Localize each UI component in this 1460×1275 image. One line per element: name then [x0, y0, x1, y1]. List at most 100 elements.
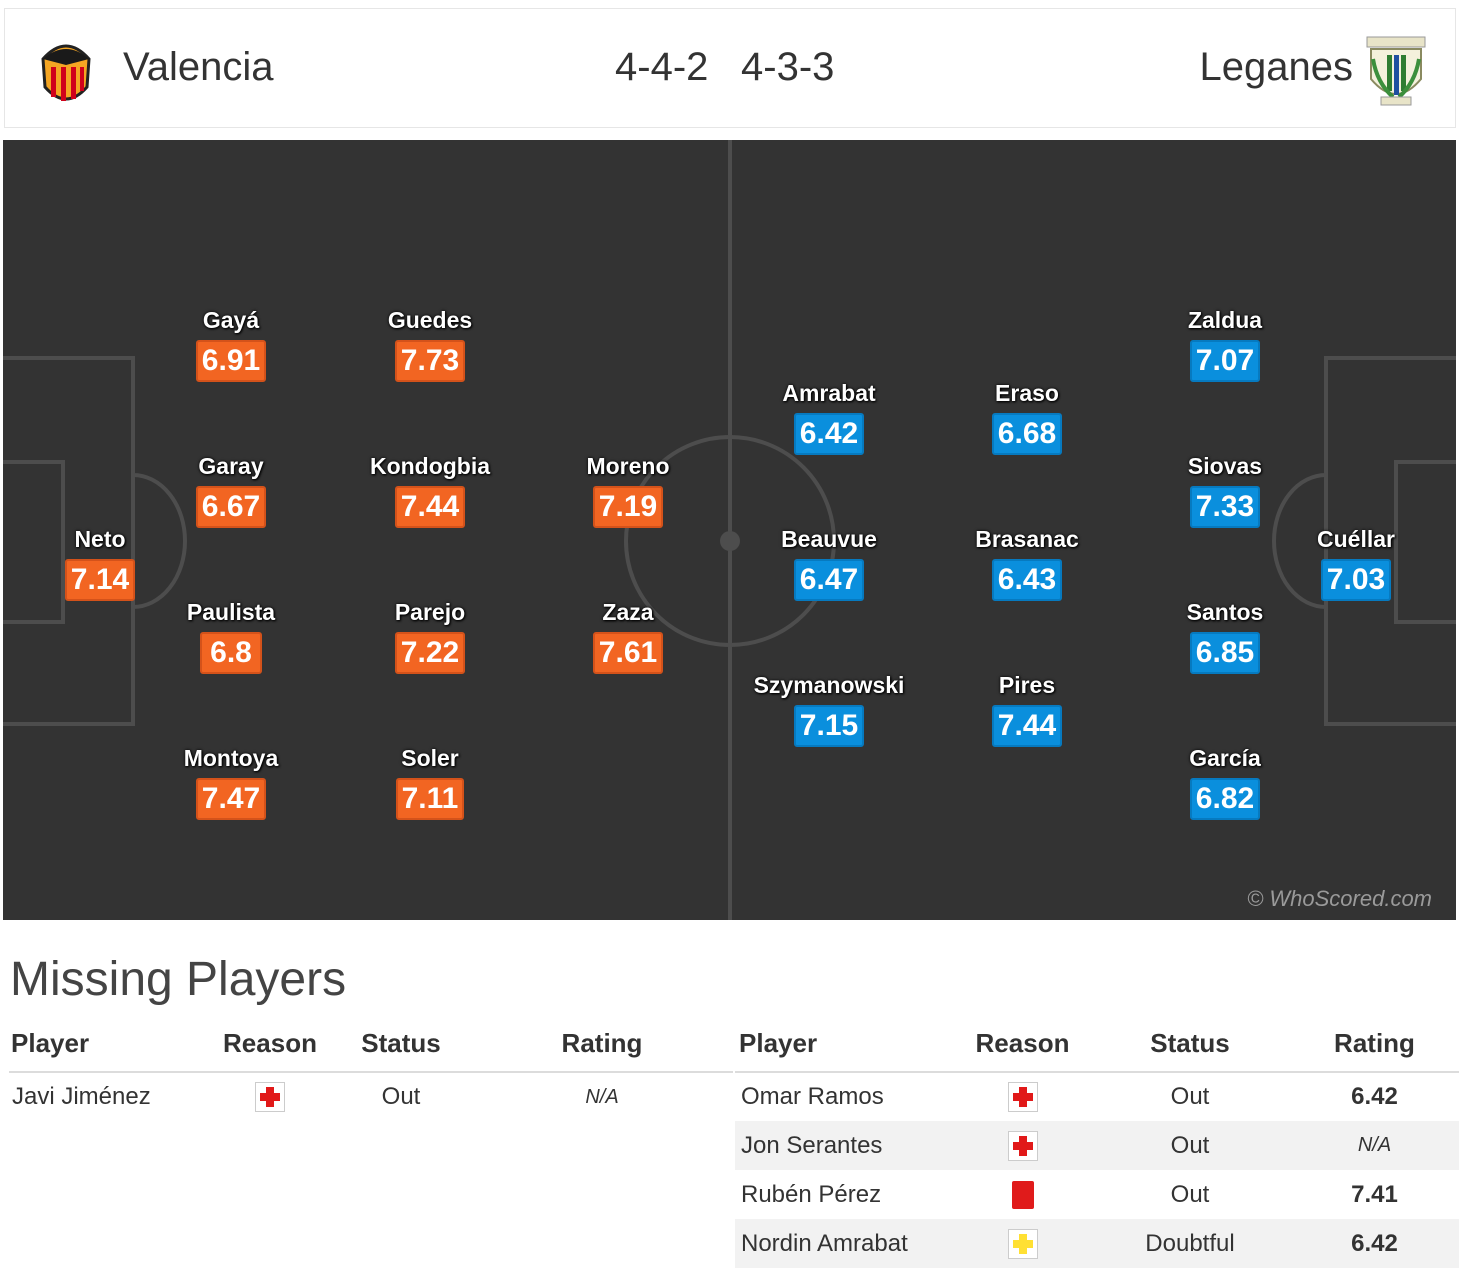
missing-player-name[interactable]: Javi Jiménez	[12, 1083, 151, 1110]
table-row: Nordin Amrabat Doubtful 6.42	[735, 1219, 1459, 1268]
status-cell: Out	[1090, 1121, 1290, 1170]
player-name: Zaza	[602, 599, 654, 625]
doubtful-icon	[1007, 1228, 1038, 1259]
status-cell: Out	[381, 1083, 421, 1110]
missing-players-title: Missing Players	[10, 953, 347, 1006]
away-player-brasanac[interactable]: Brasanac 6.43	[927, 526, 1127, 601]
pitch-lines	[3, 140, 1456, 920]
home-player-paulista[interactable]: Paulista 6.8	[131, 599, 331, 674]
home-player-neto[interactable]: Neto 7.14	[3, 526, 200, 601]
col-player[interactable]: Player	[9, 1024, 209, 1073]
home-player-gaya[interactable]: Gayá 6.91	[131, 307, 331, 382]
home-player-garay[interactable]: Garay 6.67	[131, 453, 331, 528]
table-row: Rubén Pérez Out 7.41	[735, 1170, 1459, 1219]
player-name: Amrabat	[782, 380, 876, 406]
col-reason[interactable]: Reason	[955, 1024, 1090, 1073]
player-name: Beauvue	[781, 526, 877, 552]
player-rating: 7.44	[394, 486, 466, 528]
player-name: Pires	[998, 672, 1056, 698]
away-team-name[interactable]: Leganes	[1199, 45, 1353, 89]
missing-player-name[interactable]: Nordin Amrabat	[735, 1219, 955, 1268]
col-reason[interactable]: Reason	[209, 1024, 331, 1073]
reason-cell	[955, 1170, 1090, 1219]
home-team-name[interactable]: Valencia	[123, 45, 274, 89]
col-status[interactable]: Status	[1090, 1024, 1290, 1073]
player-rating: 7.03	[1320, 559, 1392, 601]
player-rating: 7.14	[64, 559, 136, 601]
away-player-zaldua[interactable]: Zaldua 7.07	[1125, 307, 1325, 382]
valencia-crest-icon	[41, 44, 91, 101]
away-player-siovas[interactable]: Siovas 7.33	[1125, 453, 1325, 528]
status-cell: Out	[1170, 1083, 1210, 1110]
rating-cell: 7.41	[1351, 1180, 1398, 1208]
rating-cell: 6.42	[1351, 1083, 1398, 1110]
col-status[interactable]: Status	[331, 1024, 471, 1073]
match-header: Valencia 4-4-2 4-3-3 Leganes	[4, 8, 1456, 128]
player-name: Zaldua	[1187, 307, 1263, 333]
red-card-icon	[1011, 1180, 1034, 1209]
player-name: Cuéllar	[1317, 526, 1395, 552]
table-row: Javi Jiménez Out N/A	[9, 1072, 733, 1121]
player-rating: 7.47	[195, 778, 267, 820]
whoscored-watermark: © WhoScored.com	[1247, 886, 1432, 911]
missing-player-name[interactable]: Rubén Pérez	[741, 1180, 882, 1208]
home-player-soler[interactable]: Soler 7.11	[330, 745, 530, 820]
away-player-garcia[interactable]: García 6.82	[1125, 745, 1325, 820]
player-rating: 7.15	[793, 705, 865, 747]
away-player-santos[interactable]: Santos 6.85	[1125, 599, 1325, 674]
table-row: Jon Serantes Out N/A	[735, 1121, 1459, 1170]
home-player-zaza[interactable]: Zaza 7.61	[528, 599, 728, 674]
player-name: Szymanowski	[753, 672, 905, 698]
away-player-beauvue[interactable]: Beauvue 6.47	[729, 526, 929, 601]
home-player-moreno[interactable]: Moreno 7.19	[528, 453, 728, 528]
player-rating: 7.61	[592, 632, 664, 674]
player-rating: 7.07	[1189, 340, 1261, 382]
player-name: Montoya	[183, 745, 279, 771]
injury-icon	[255, 1082, 285, 1112]
away-player-cuellar[interactable]: Cuéllar 7.03	[1256, 526, 1456, 601]
away-player-eraso[interactable]: Eraso 6.68	[927, 380, 1127, 455]
player-name: Soler	[401, 745, 459, 771]
player-name: Paulista	[186, 599, 276, 625]
player-rating: 6.85	[1189, 632, 1261, 674]
player-name: Guedes	[387, 307, 473, 333]
player-rating: 7.33	[1189, 486, 1261, 528]
player-rating: 7.19	[592, 486, 664, 528]
player-rating: 7.73	[394, 340, 466, 382]
home-formation: 4-4-2	[615, 45, 709, 89]
player-name: Santos	[1186, 599, 1264, 625]
col-player[interactable]: Player	[735, 1024, 955, 1073]
injury-icon	[1007, 1082, 1038, 1112]
status-cell: Doubtful	[1090, 1219, 1290, 1268]
missing-player-name[interactable]: Jon Serantes	[735, 1121, 955, 1170]
away-player-szymanowski[interactable]: Szymanowski 7.15	[729, 672, 929, 747]
home-player-kondogbia[interactable]: Kondogbia 7.44	[330, 453, 530, 528]
player-name: García	[1189, 745, 1261, 771]
reason-cell	[955, 1121, 1090, 1170]
missing-player-name[interactable]: Omar Ramos	[741, 1083, 884, 1110]
away-player-amrabat[interactable]: Amrabat 6.42	[729, 380, 929, 455]
home-player-guedes[interactable]: Guedes 7.73	[330, 307, 530, 382]
leganes-crest-icon	[1366, 36, 1426, 106]
player-name: Gayá	[202, 307, 260, 333]
reason-cell	[209, 1072, 331, 1121]
player-rating: 6.68	[991, 413, 1063, 455]
rating-cell: N/A	[585, 1085, 619, 1108]
player-name: Garay	[198, 453, 264, 479]
col-rating[interactable]: Rating	[1290, 1024, 1459, 1073]
player-name: Kondogbia	[369, 453, 491, 479]
home-player-parejo[interactable]: Parejo 7.22	[330, 599, 530, 674]
away-formation: 4-3-3	[741, 45, 835, 89]
col-rating[interactable]: Rating	[471, 1024, 733, 1073]
player-name: Eraso	[995, 380, 1059, 406]
player-name: Parejo	[394, 599, 466, 625]
player-rating: 6.91	[195, 340, 267, 382]
away-player-pires[interactable]: Pires 7.44	[927, 672, 1127, 747]
reason-cell	[955, 1072, 1090, 1121]
table-row: Omar Ramos Out 6.42	[735, 1072, 1459, 1121]
player-rating: 6.47	[793, 559, 865, 601]
player-rating: 6.67	[195, 486, 267, 528]
home-player-montoya[interactable]: Montoya 7.47	[131, 745, 331, 820]
player-rating: 7.44	[991, 705, 1063, 747]
reason-cell	[955, 1219, 1090, 1268]
